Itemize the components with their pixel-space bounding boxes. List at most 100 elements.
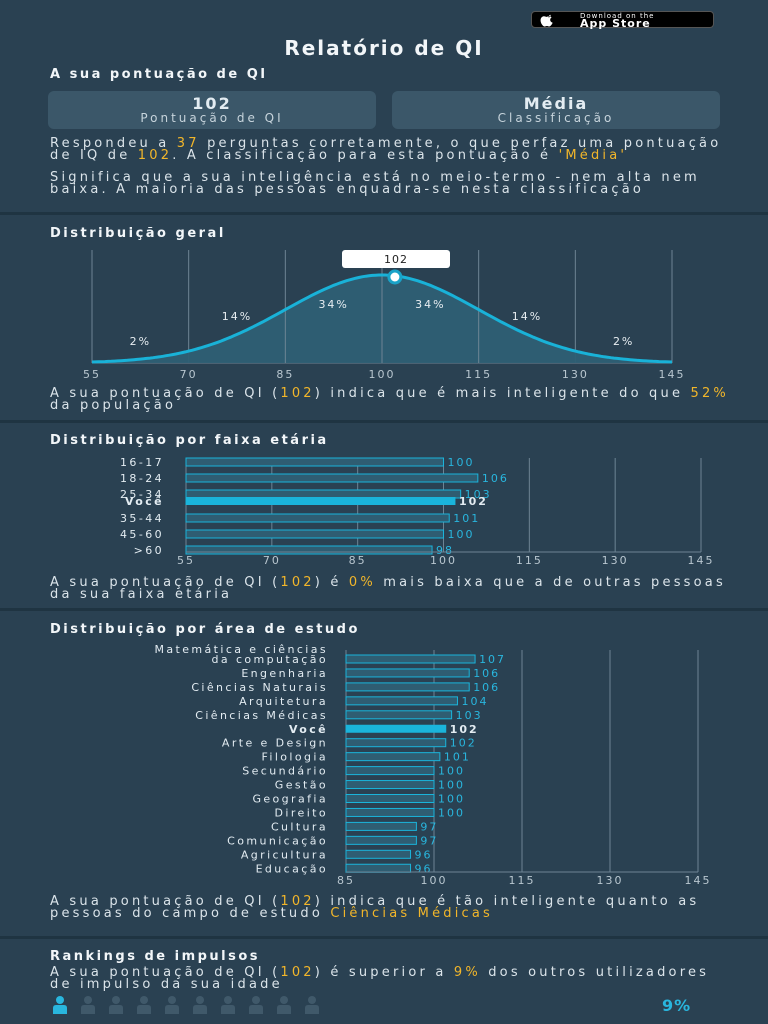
bar-value-label: 96 <box>415 848 433 861</box>
text-segment: A sua pontuação de QI ( <box>50 386 281 401</box>
category-label: >60 <box>134 544 164 557</box>
distribution-curve <box>91 273 673 364</box>
score-label: Pontuação de QI <box>140 110 284 125</box>
person-icon <box>81 996 95 1014</box>
person-head <box>308 996 316 1004</box>
x-tick-label: 85 <box>276 368 294 381</box>
score-explanation: Respondeu a 37 perguntas corretamente, o… <box>50 136 730 163</box>
category-label: da computação <box>212 653 328 666</box>
bar <box>345 835 417 845</box>
x-tick-label: 130 <box>562 368 589 381</box>
highlighted-value: 102 <box>137 148 173 163</box>
score-heading: A sua pontuação de QI <box>50 67 268 82</box>
person-head <box>168 996 176 1004</box>
distribution-percent-label: 2% <box>613 335 634 348</box>
ranking-percent: 9% <box>662 996 692 1015</box>
person-body <box>53 1005 67 1014</box>
category-label: Engenharia <box>241 667 328 680</box>
bar-value-label: 103 <box>465 488 492 501</box>
highlighted-value: 37 <box>176 136 200 151</box>
rankings-heading: Rankings de impulsos <box>50 949 261 964</box>
section-divider <box>0 212 768 215</box>
bar <box>345 821 417 831</box>
highlighted-value: 102 <box>280 575 315 590</box>
x-tick-label: 85 <box>349 554 367 567</box>
bar-value-label: 100 <box>448 456 475 469</box>
bar <box>185 489 462 499</box>
bar-value-label: 101 <box>453 512 480 525</box>
highlighted-value: 102 <box>280 386 315 401</box>
bar <box>345 710 453 720</box>
category-label: Arte e Design <box>222 737 328 750</box>
person-head <box>56 996 64 1004</box>
text-segment: A sua pontuação de QI ( <box>50 965 281 980</box>
distribution-percent-label: 34% <box>415 298 445 311</box>
bar-value-label: 100 <box>438 806 465 819</box>
x-tick-label: 100 <box>369 368 396 381</box>
bar <box>345 794 435 803</box>
bar <box>185 529 444 539</box>
bar <box>185 545 433 555</box>
bar-value-label: 100 <box>438 793 465 806</box>
person-body <box>165 1005 179 1014</box>
age-distribution-chart: 55 70 85 100 115 130 145 16-17 100 18-24 106 25-34 1… <box>120 456 715 567</box>
study-note: A sua pontuação de QI (102) indica que é… <box>50 895 730 921</box>
category-label: Agricultura <box>241 848 328 861</box>
score-marker-dot <box>387 269 403 285</box>
person-head <box>112 996 120 1004</box>
x-tick-label: 100 <box>430 554 457 567</box>
bar-you <box>345 724 447 733</box>
bar <box>345 696 458 706</box>
x-tick-label: 85 <box>337 874 355 887</box>
category-label: Ciências Naturais <box>191 681 328 694</box>
section-divider <box>0 420 768 423</box>
distribution-percent-label: 34% <box>318 298 348 311</box>
person-head <box>280 996 288 1004</box>
x-tick-label: 70 <box>180 368 198 381</box>
bar-value-label: 100 <box>448 528 475 541</box>
person-body <box>137 1005 151 1014</box>
person-head <box>224 996 232 1004</box>
score-marker-label: 102 <box>384 253 408 266</box>
bar-value-label: 102 <box>459 495 488 508</box>
x-tick-label: 145 <box>685 874 712 887</box>
score-meaning: Significa que a sua inteligência está no… <box>50 171 730 196</box>
bar-value-label: 98 <box>436 544 454 557</box>
highlighted-value: Ciências Médicas <box>330 906 494 921</box>
bar <box>345 668 470 678</box>
bar <box>345 682 470 692</box>
bar-value-label: 100 <box>438 765 465 778</box>
text-segment: ) é <box>314 575 349 590</box>
highlighted-value: 52% <box>690 386 729 401</box>
bar <box>345 780 435 790</box>
x-tick-label: 55 <box>177 554 195 567</box>
bar <box>345 807 435 817</box>
highlighted-value: 'Média' <box>558 148 628 163</box>
score-marker-box <box>342 250 450 268</box>
rankings-note: A sua pontuação de QI (102) é superior a… <box>50 965 730 991</box>
bar-value-label: 107 <box>479 653 506 666</box>
person-icon <box>249 996 263 1014</box>
person-body <box>249 1005 263 1014</box>
text-segment: ) indica que é mais inteligente do que <box>314 386 691 401</box>
text-segment: . A classificação para esta pontuação é <box>172 148 559 163</box>
bar-value-label: 106 <box>482 472 509 485</box>
person-body <box>81 1005 95 1014</box>
x-tick-label: 145 <box>688 554 715 567</box>
text-segment: da população <box>50 398 177 413</box>
distribution-percent-label: 14% <box>222 310 252 323</box>
person-ranking-row <box>50 996 322 1014</box>
app-store-badge[interactable]: Download on the App Store <box>531 11 714 29</box>
classification-label: Classificação <box>497 110 615 125</box>
x-tick-label: 115 <box>465 368 492 381</box>
person-body <box>277 1005 291 1014</box>
bar-value-label: 106 <box>473 681 500 694</box>
text-segment: perguntas corretamente, o que perfaz uma… <box>50 136 722 163</box>
bar <box>345 752 441 762</box>
distribution-heading: Distribuição geral <box>50 226 226 241</box>
person-head <box>196 996 204 1004</box>
person-icon <box>193 996 207 1014</box>
category-label: Arquitetura <box>239 695 328 708</box>
bar <box>185 457 444 467</box>
